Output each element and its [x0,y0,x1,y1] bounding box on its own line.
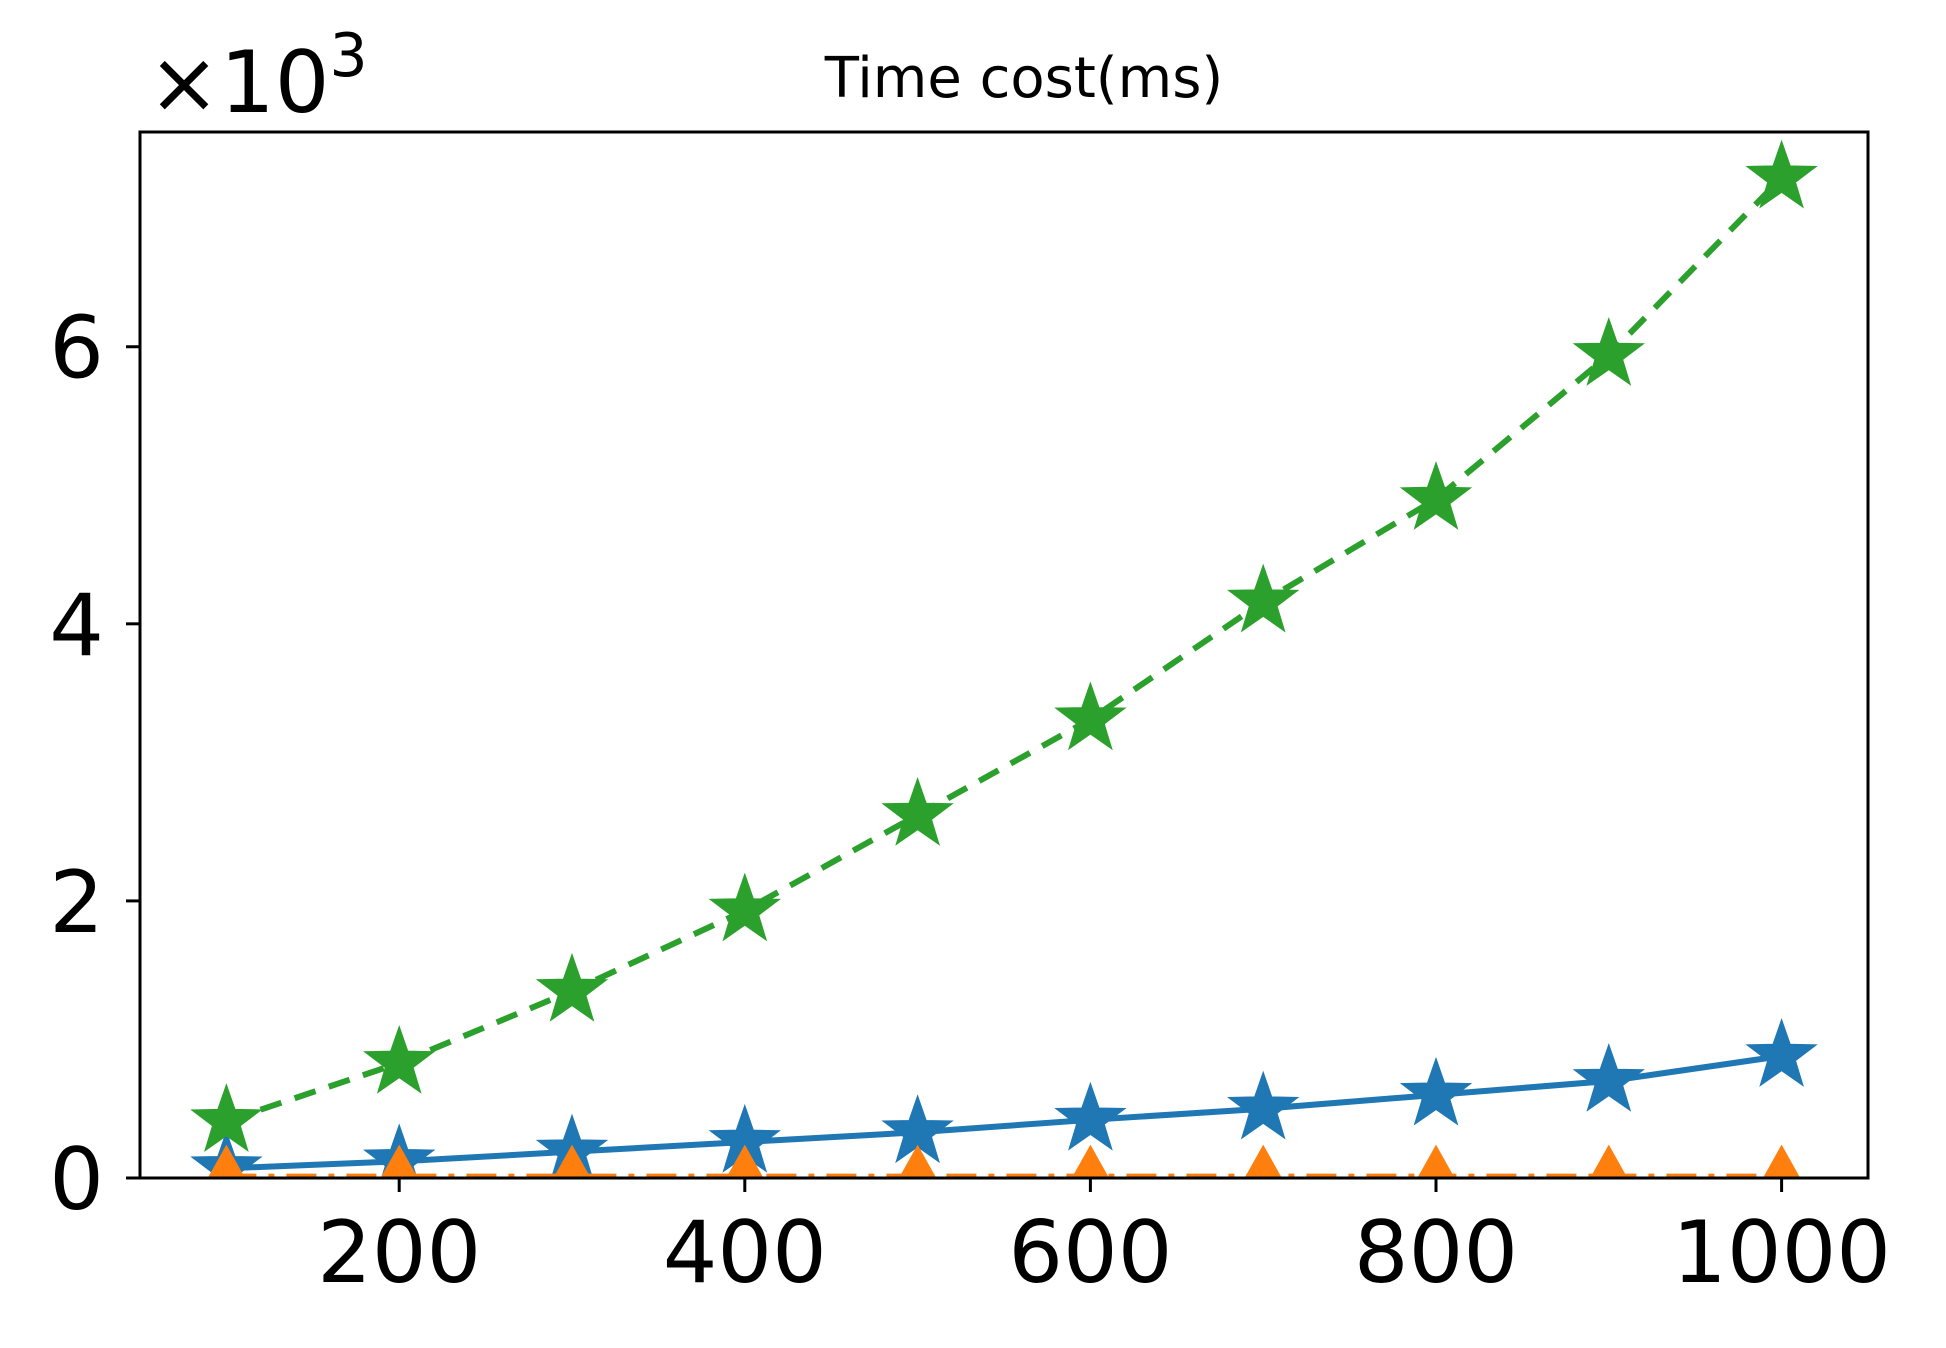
y-axis-multiplier: ×103 [148,21,368,133]
data-point [207,1144,246,1178]
data-point [1417,1144,1455,1178]
x-tick-label: 600 [1008,1203,1172,1303]
data-point [708,872,781,942]
data-point [553,1144,591,1178]
data-point [1227,563,1300,633]
x-tick-label: 800 [1354,1203,1518,1303]
data-point [1244,1144,1282,1178]
data-point [1745,1018,1818,1087]
data-point [1572,317,1645,386]
chart-title: Time cost(ms) [824,46,1223,111]
data-point [1399,1056,1473,1126]
data-point [1745,139,1818,209]
series-layer [190,139,1818,1178]
data-point [1572,1042,1645,1112]
data-point [1054,1081,1127,1151]
data-point [190,1083,263,1152]
y-multiplier-base: ×10 [148,33,330,133]
data-point [1054,681,1127,751]
x-tick-label: 1000 [1672,1203,1891,1303]
series-line [226,1053,1783,1172]
y-multiplier-exponent: 3 [330,21,368,91]
data-point [1071,1144,1110,1178]
data-point [881,776,954,846]
y-tick-label: 2 [49,853,104,953]
series-1 [190,1018,1818,1178]
y-tick-label: 0 [49,1130,104,1230]
data-point [363,1024,436,1094]
y-tick-label: 6 [49,299,104,399]
data-point [898,1144,937,1178]
plot-frame [138,130,1870,1180]
series-3 [190,139,1818,1152]
data-point [1762,1144,1801,1178]
axes-layer: 200 400 600 800 1000 0 2 4 6 [49,299,1891,1303]
x-tick-label: 200 [317,1203,481,1303]
data-point [1590,1144,1628,1178]
data-point [1227,1070,1300,1140]
data-point [1399,461,1473,530]
y-tick-label: 4 [49,576,104,676]
x-tick-label: 400 [663,1203,827,1303]
data-point [726,1144,764,1178]
data-point [535,952,609,1022]
data-point [380,1144,418,1178]
series-line [225,175,1784,1125]
series-2 [207,1144,1801,1178]
